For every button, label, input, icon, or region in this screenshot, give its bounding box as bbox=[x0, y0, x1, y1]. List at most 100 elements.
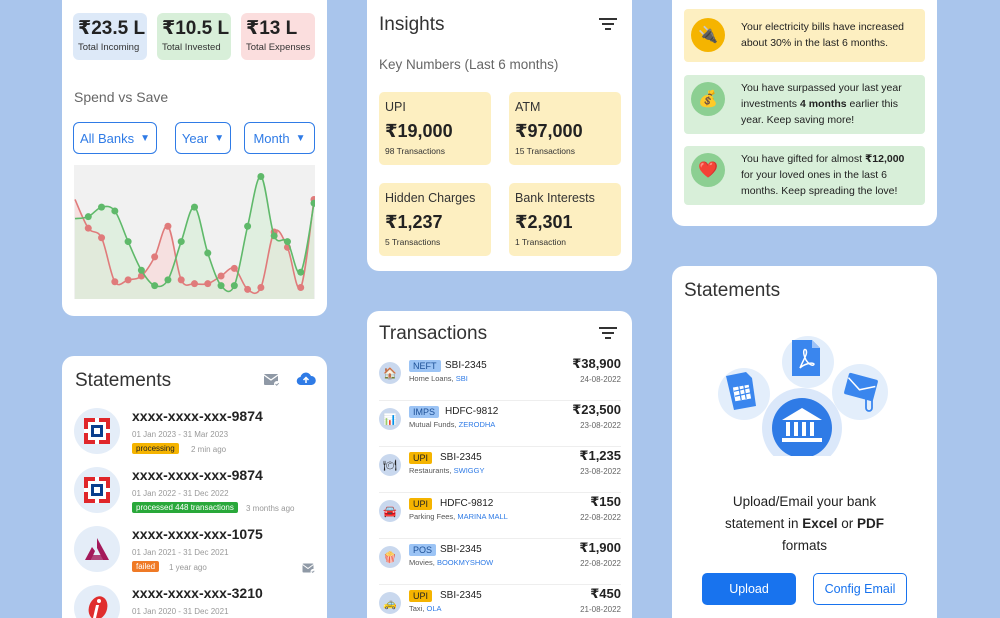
series-0-point[interactable] bbox=[297, 284, 305, 292]
insight-tile-hidden-charges[interactable]: Hidden Charges ₹1,237 5 Transactions bbox=[379, 183, 491, 256]
statement-item[interactable]: xxxx-xxxx-xxx-9874 01 Jan 2023 - 31 Mar … bbox=[74, 408, 319, 464]
series-0-point[interactable] bbox=[257, 284, 265, 292]
series-1-point[interactable] bbox=[283, 238, 291, 246]
transaction-row[interactable]: 🏠 NEFT SBI-2345 Home Loans, SBI ₹38,900 24-08… bbox=[379, 356, 621, 401]
series-1-point[interactable] bbox=[297, 268, 305, 276]
date-range: 01 Jan 2020 - 31 Dec 2021 bbox=[132, 607, 229, 616]
account-id: SBI-2345 bbox=[440, 590, 482, 601]
alert-line: year. Keep saving more! bbox=[741, 114, 855, 126]
stat-amount: ₹10.5 L bbox=[162, 18, 230, 39]
transaction-row[interactable]: 🍿 POS SBI-2345 Movies, BOOKMYSHOW ₹1,900 22-0… bbox=[379, 540, 621, 585]
stat-label: Total Expenses bbox=[246, 42, 311, 53]
merchant-link[interactable]: OLA bbox=[426, 604, 442, 613]
stat-label: Total Invested bbox=[162, 42, 221, 53]
instruction-line: formats bbox=[781, 538, 827, 553]
category-icon: 🚕 bbox=[379, 592, 401, 614]
series-1-point[interactable] bbox=[244, 222, 252, 230]
stat-amount: ₹23.5 L bbox=[78, 18, 146, 39]
payment-mode-badge: NEFT bbox=[409, 360, 441, 372]
time-ago: 3 months ago bbox=[246, 504, 295, 513]
merchant-link[interactable]: SWIGGY bbox=[453, 466, 485, 475]
series-1-point[interactable] bbox=[111, 207, 119, 215]
time-ago: 2 min ago bbox=[191, 445, 227, 454]
series-1-point[interactable] bbox=[257, 172, 265, 180]
series-1-point[interactable] bbox=[177, 238, 185, 246]
series-1-point[interactable] bbox=[124, 238, 132, 246]
transaction-row[interactable]: 🚕 UPI SBI-2345 Taxi, OLA ₹450 21-08-2022 bbox=[379, 586, 621, 618]
insights-title: Insights bbox=[379, 14, 445, 35]
summary-card: ₹23.5 L Total Incoming ₹10.5 L Total Inv… bbox=[62, 0, 327, 316]
transaction-row[interactable]: 📊 IMPS HDFC-9812 Mutual Funds, ZERODHA ₹23,5… bbox=[379, 402, 621, 447]
year-filter-dropdown[interactable]: Year ▼ bbox=[175, 122, 231, 154]
tile-count: 5 Transactions bbox=[385, 237, 441, 247]
series-0-point[interactable] bbox=[217, 272, 225, 280]
account-id: HDFC-9812 bbox=[445, 406, 499, 417]
series-1-point[interactable] bbox=[137, 266, 145, 274]
account-id: SBI-2345 bbox=[445, 360, 487, 371]
series-0-point[interactable] bbox=[151, 253, 159, 261]
bank-filter-dropdown[interactable]: All Banks ▼ bbox=[73, 122, 157, 154]
config-email-button[interactable]: Config Email bbox=[813, 573, 907, 605]
series-0-point[interactable] bbox=[98, 234, 106, 242]
series-0-point[interactable] bbox=[204, 280, 212, 288]
transaction-date: 23-08-2022 bbox=[580, 421, 621, 430]
series-0-point[interactable] bbox=[111, 278, 119, 286]
alert-electricity[interactable]: 🔌 Your electricity bills have increased … bbox=[684, 9, 925, 62]
insight-tile-atm[interactable]: ATM ₹97,000 15 Transactions bbox=[509, 92, 621, 165]
spend-vs-save-chart bbox=[74, 165, 315, 299]
status-badge: processed 448 transactions bbox=[132, 502, 238, 513]
series-0-point[interactable] bbox=[244, 285, 252, 293]
email-icon[interactable] bbox=[263, 373, 281, 387]
spend-vs-save-title: Spend vs Save bbox=[74, 89, 169, 105]
series-1-point[interactable] bbox=[230, 282, 238, 290]
upload-button[interactable]: Upload bbox=[702, 573, 796, 605]
alert-gifts[interactable]: ❤️ You have gifted for almost ₹12,000 fo… bbox=[684, 146, 925, 205]
category-label: Home Loans, bbox=[409, 374, 454, 383]
transaction-amount: ₹38,900 bbox=[572, 356, 621, 371]
series-1-point[interactable] bbox=[98, 203, 106, 211]
alert-text: You have surpassed your last year invest… bbox=[741, 80, 902, 128]
series-1-area bbox=[75, 176, 314, 299]
tile-label: Bank Interests bbox=[515, 191, 595, 205]
insight-tile-bank-interests[interactable]: Bank Interests ₹2,301 1 Transaction bbox=[509, 183, 621, 256]
statement-item[interactable]: xxxx-xxxx-xxx-1075 01 Jan 2021 - 31 Dec … bbox=[74, 526, 319, 582]
series-1-point[interactable] bbox=[84, 213, 92, 221]
series-1-point[interactable] bbox=[217, 282, 225, 290]
transaction-row[interactable]: 🍽 UPI SBI-2345 Restaurants, SWIGGY ₹1,235 23-… bbox=[379, 448, 621, 493]
series-1-point[interactable] bbox=[191, 203, 198, 211]
series-0-point[interactable] bbox=[84, 224, 92, 232]
series-0-point[interactable] bbox=[164, 222, 172, 230]
merchant-link[interactable]: MARINA MALL bbox=[457, 512, 508, 521]
transaction-category: Parking Fees, MARINA MALL bbox=[409, 512, 508, 521]
merchant-link[interactable]: BOOKMYSHOW bbox=[436, 558, 494, 567]
alert-investments[interactable]: 💰 You have surpassed your last year inve… bbox=[684, 75, 925, 134]
series-1-point[interactable] bbox=[204, 249, 212, 257]
series-0-point[interactable] bbox=[191, 280, 198, 288]
status-badge: failed bbox=[132, 561, 160, 572]
transaction-row[interactable]: 🚘 UPI HDFC-9812 Parking Fees, MARINA MALL ₹1… bbox=[379, 494, 621, 539]
series-1-point[interactable] bbox=[151, 282, 159, 290]
statement-item[interactable]: xxxx-xxxx-xxx-3210 01 Jan 2020 - 31 Dec … bbox=[74, 585, 319, 618]
series-0-point[interactable] bbox=[177, 276, 185, 284]
hdfc-logo bbox=[74, 408, 120, 454]
payment-mode-badge: UPI bbox=[409, 590, 433, 602]
alert-line: for your loved ones in the last 6 bbox=[741, 169, 887, 181]
alerts-card: 🔌 Your electricity bills have increased … bbox=[672, 0, 937, 226]
series-1-point[interactable] bbox=[310, 199, 316, 207]
merchant-link[interactable]: SBI bbox=[455, 374, 468, 383]
filter-icon[interactable] bbox=[599, 326, 617, 345]
series-1-point[interactable] bbox=[270, 232, 278, 240]
transaction-amount: ₹150 bbox=[590, 494, 621, 509]
transaction-amount: ₹450 bbox=[590, 586, 621, 601]
filter-icon[interactable] bbox=[599, 17, 617, 36]
statement-item[interactable]: xxxx-xxxx-xxx-9874 01 Jan 2022 - 31 Dec … bbox=[74, 467, 319, 523]
merchant-link[interactable]: ZERODHA bbox=[458, 420, 496, 429]
series-0-point[interactable] bbox=[230, 264, 238, 272]
upload-cloud-icon[interactable] bbox=[296, 371, 316, 387]
series-0-point[interactable] bbox=[124, 276, 132, 284]
insight-tile-upi[interactable]: UPI ₹19,000 98 Transactions bbox=[379, 92, 491, 165]
email-status-icon[interactable] bbox=[302, 561, 316, 579]
date-range: 01 Jan 2023 - 31 Mar 2023 bbox=[132, 430, 229, 439]
month-filter-dropdown[interactable]: Month ▼ bbox=[244, 122, 315, 154]
series-1-point[interactable] bbox=[164, 276, 172, 284]
